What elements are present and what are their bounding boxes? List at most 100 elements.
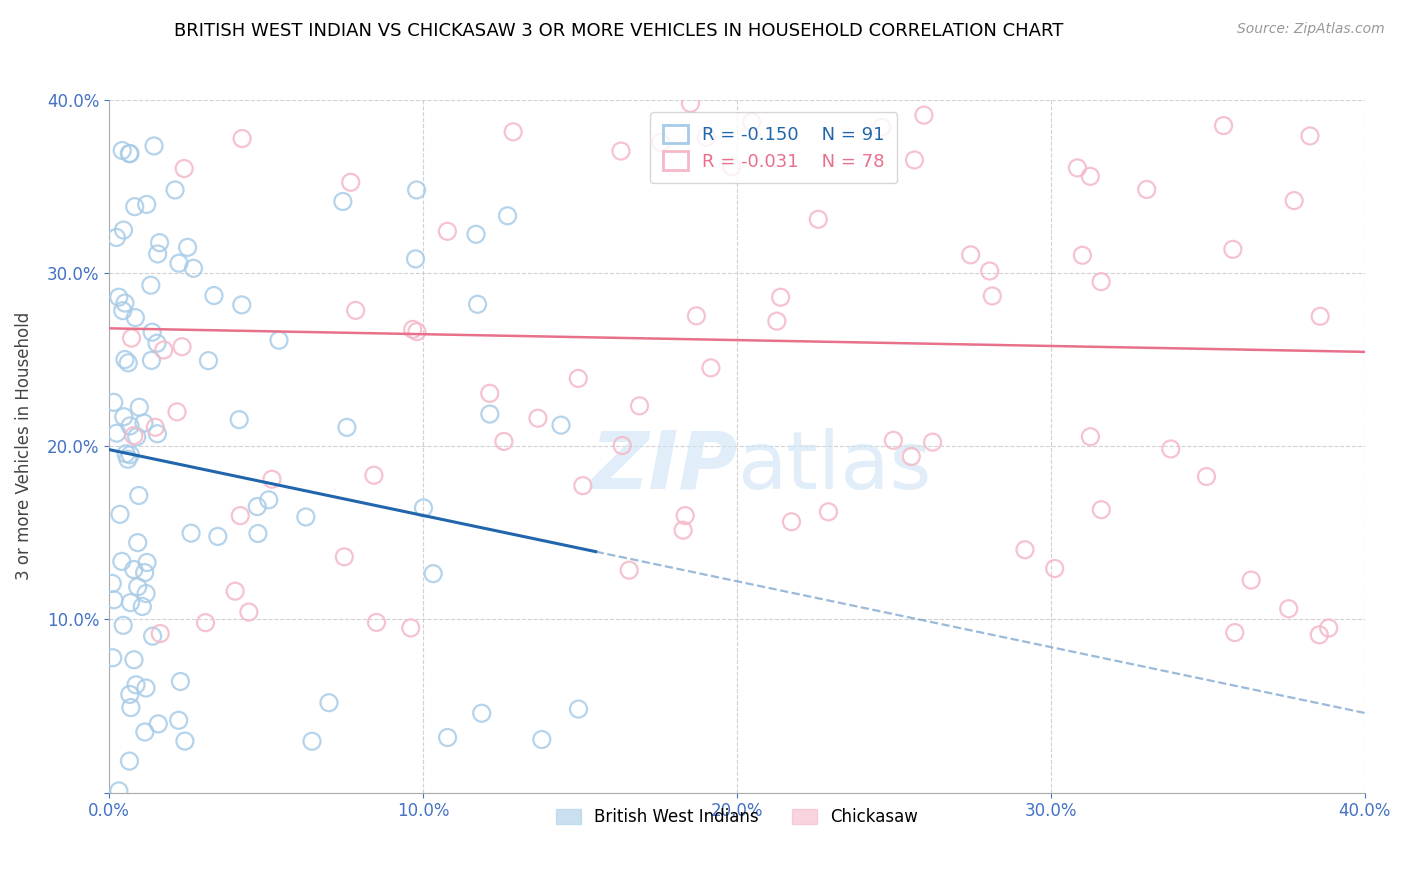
Point — [467, 297, 489, 311]
Point — [700, 360, 723, 375]
Point — [921, 435, 943, 450]
Point — [979, 264, 1001, 278]
Point — [170, 340, 193, 354]
Point — [124, 310, 146, 325]
Point — [111, 144, 134, 158]
Point — [807, 212, 830, 227]
Point — [125, 678, 148, 692]
Point — [959, 248, 981, 262]
Point — [229, 508, 252, 523]
Point — [412, 500, 434, 515]
Point — [238, 605, 260, 619]
Point — [141, 353, 163, 368]
Point — [366, 615, 388, 630]
Point — [135, 586, 157, 600]
Point — [246, 526, 269, 541]
Point — [111, 303, 134, 318]
Point — [105, 230, 128, 244]
Point — [478, 386, 501, 401]
Point — [142, 629, 165, 643]
Point — [405, 252, 427, 266]
Point — [339, 175, 361, 189]
Point — [112, 409, 135, 424]
Point — [333, 549, 356, 564]
Point — [112, 618, 135, 632]
Point — [617, 563, 640, 577]
Point — [176, 240, 198, 254]
Point — [1212, 119, 1234, 133]
Point — [465, 227, 488, 242]
Point — [301, 734, 323, 748]
Point — [1043, 561, 1066, 575]
Point — [149, 626, 172, 640]
Point — [766, 314, 789, 328]
Point — [128, 401, 150, 415]
Point — [118, 419, 141, 434]
Point — [121, 331, 143, 345]
Point — [882, 434, 904, 448]
Point — [101, 576, 124, 591]
Point — [231, 131, 253, 145]
Point — [105, 426, 128, 441]
Point — [103, 395, 125, 409]
Point — [422, 566, 444, 581]
Point — [267, 333, 290, 347]
Point — [108, 784, 131, 798]
Point — [679, 96, 702, 111]
Point — [197, 353, 219, 368]
Point — [1222, 243, 1244, 257]
Point — [135, 681, 157, 695]
Point — [612, 438, 634, 452]
Point — [143, 139, 166, 153]
Point — [152, 343, 174, 357]
Point — [118, 754, 141, 768]
Point — [101, 650, 124, 665]
Text: atlas: atlas — [737, 428, 931, 506]
Point — [166, 405, 188, 419]
Point — [1282, 194, 1305, 208]
Point — [1090, 502, 1112, 516]
Point — [131, 599, 153, 614]
Point — [148, 235, 170, 250]
Point — [530, 732, 553, 747]
Point — [134, 566, 156, 580]
Point — [169, 674, 191, 689]
Point — [436, 224, 458, 238]
Point — [1308, 628, 1330, 642]
Point — [527, 411, 550, 425]
Point — [118, 146, 141, 161]
Point — [1078, 169, 1101, 184]
Point — [817, 505, 839, 519]
Point — [118, 146, 141, 161]
Point — [120, 448, 142, 462]
Point — [496, 209, 519, 223]
Point — [143, 420, 166, 434]
Point — [1299, 128, 1322, 143]
Point — [111, 554, 134, 568]
Point — [127, 580, 149, 594]
Y-axis label: 3 or more Vehicles in Household: 3 or more Vehicles in Household — [15, 312, 32, 581]
Point — [246, 500, 269, 514]
Point — [903, 153, 925, 167]
Point — [628, 399, 651, 413]
Point — [672, 523, 695, 537]
Point — [1160, 442, 1182, 456]
Point — [900, 450, 922, 464]
Point — [107, 290, 129, 304]
Point — [118, 688, 141, 702]
Point — [114, 296, 136, 310]
Point — [650, 136, 672, 150]
Point — [115, 447, 138, 461]
Point — [1090, 275, 1112, 289]
Point — [124, 200, 146, 214]
Point — [478, 407, 501, 421]
Point — [780, 515, 803, 529]
Point — [610, 144, 633, 158]
Point — [1317, 621, 1340, 635]
Point — [1278, 601, 1301, 615]
Point — [673, 508, 696, 523]
Point — [981, 289, 1004, 303]
Point — [174, 734, 197, 748]
Point — [141, 325, 163, 339]
Point — [146, 247, 169, 261]
